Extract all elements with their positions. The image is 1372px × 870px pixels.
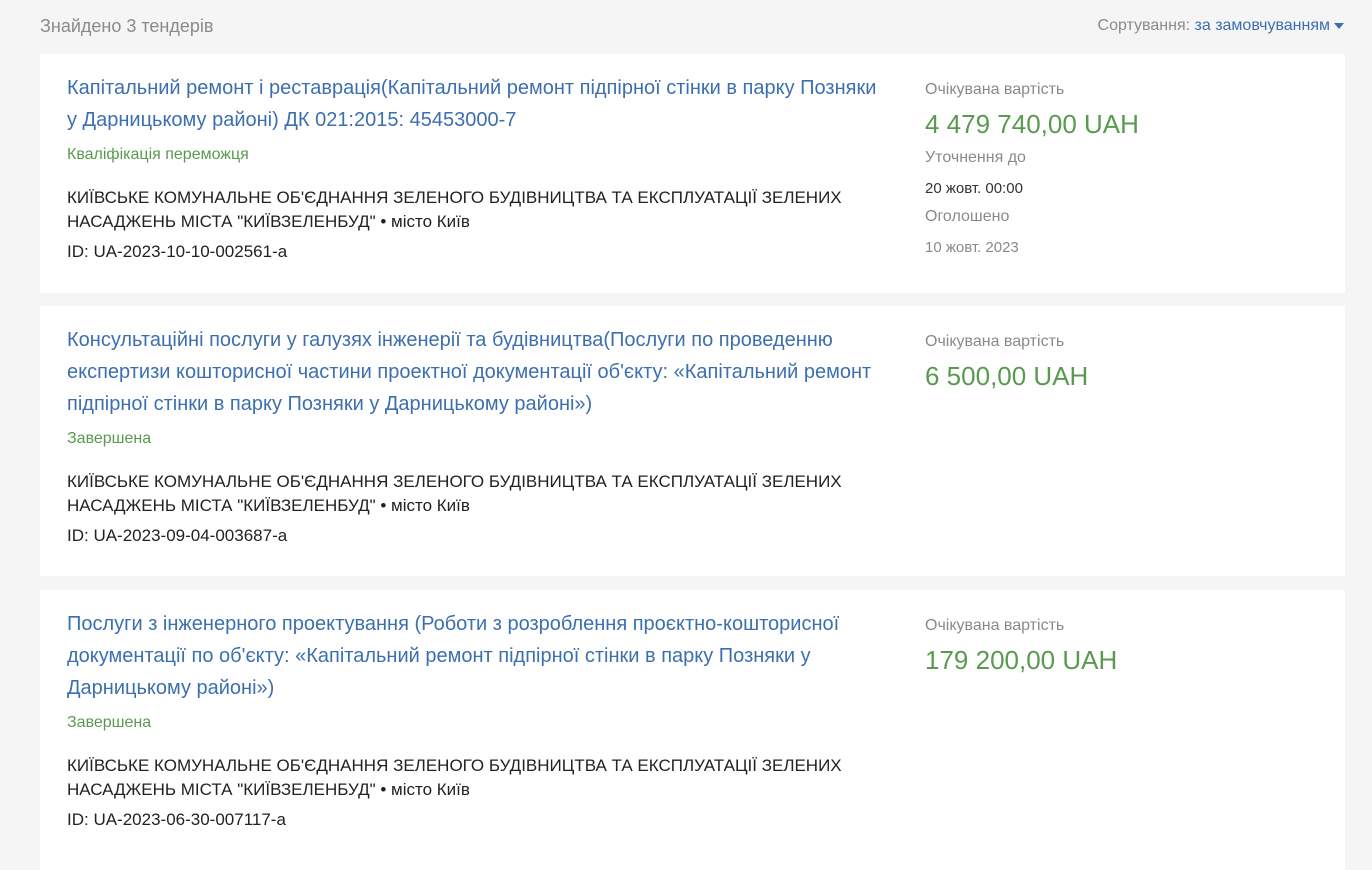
tender-id: ID: UA-2023-10-10-002561-a <box>67 242 288 261</box>
clarification-label: Уточнення до <box>925 149 1026 166</box>
tender-title-link[interactable]: Послуги з інженерного проектування (Робо… <box>67 613 840 699</box>
tender-card: Капітальний ремонт і реставрація(Капітал… <box>40 54 1345 293</box>
tender-id: ID: UA-2023-09-04-003687-a <box>67 526 288 545</box>
clarification-date: 20 жовт. 00:00 <box>925 180 1023 197</box>
expected-value: 179 200,00 UAH <box>925 645 1118 675</box>
tender-card: Консультаційні послуги у галузях інженер… <box>40 306 1345 576</box>
sort-dropdown[interactable]: за замовчуванням <box>1195 17 1344 34</box>
tender-status: Завершена <box>67 430 152 447</box>
tender-organization: КИЇВСЬКЕ КОМУНАЛЬНЕ ОБ'ЄДНАННЯ ЗЕЛЕНОГО … <box>67 756 842 799</box>
tender-title-link[interactable]: Консультаційні послуги у галузях інженер… <box>67 329 872 415</box>
expected-value-label: Очікувана вартість <box>925 333 1065 350</box>
expected-value-label: Очікувана вартість <box>925 617 1065 634</box>
sort-value: за замовчуванням <box>1194 17 1330 34</box>
tender-organization: КИЇВСЬКЕ КОМУНАЛЬНЕ ОБ'ЄДНАННЯ ЗЕЛЕНОГО … <box>67 472 842 515</box>
caret-down-icon <box>1334 22 1344 29</box>
tender-title-link[interactable]: Капітальний ремонт і реставрація(Капітал… <box>67 77 877 131</box>
tender-status: Кваліфікація переможця <box>67 146 249 163</box>
tender-organization: КИЇВСЬКЕ КОМУНАЛЬНЕ ОБ'ЄДНАННЯ ЗЕЛЕНОГО … <box>67 188 842 231</box>
tender-status: Завершена <box>67 714 152 731</box>
expected-value: 6 500,00 UAH <box>925 361 1089 391</box>
tender-card: Послуги з інженерного проектування (Робо… <box>40 590 1345 870</box>
announced-date: 10 жовт. 2023 <box>925 239 1019 256</box>
sort-control: Сортування: за замовчуванням <box>1098 17 1344 35</box>
tender-id: ID: UA-2023-06-30-007117-a <box>67 810 286 829</box>
results-header: Знайдено 3 тендерів Сортування: за замов… <box>40 14 1344 38</box>
expected-value: 4 479 740,00 UAH <box>925 109 1139 139</box>
sort-label: Сортування: <box>1097 17 1191 34</box>
results-count: Знайдено 3 тендерів <box>40 15 214 36</box>
expected-value-label: Очікувана вартість <box>925 81 1065 98</box>
announced-label: Оголошено <box>925 208 1010 225</box>
